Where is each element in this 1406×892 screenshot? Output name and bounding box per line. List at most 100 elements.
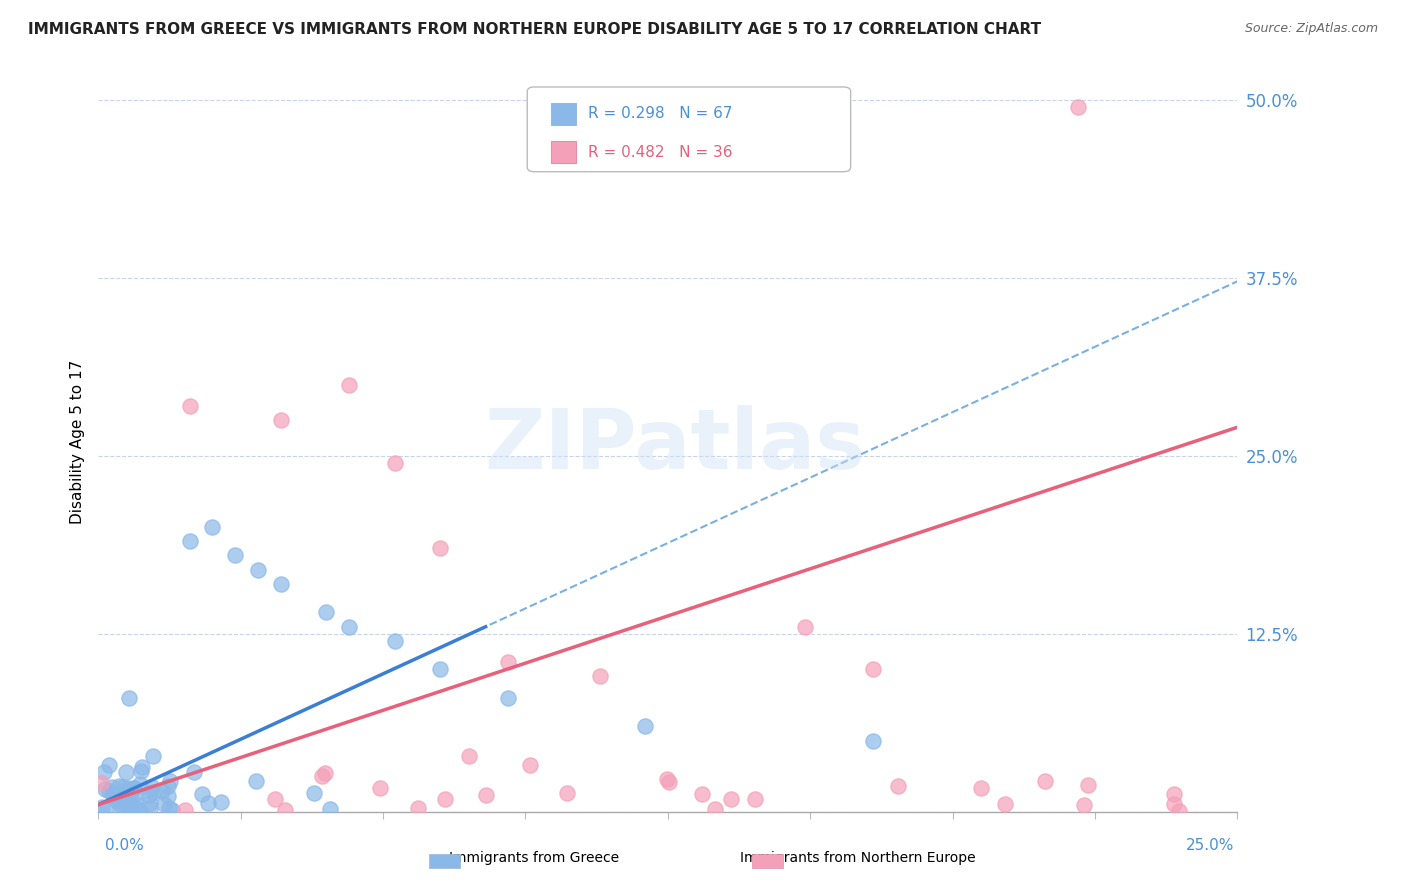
Point [720, 791, 742, 805]
Point [174, 803, 197, 817]
Point [201, 520, 224, 534]
Point [107, 794, 129, 808]
Point [101, 788, 124, 802]
Point [498, 690, 520, 705]
Point [124, 781, 146, 796]
Point [117, 798, 139, 813]
Point [793, 619, 815, 633]
Point [274, 803, 297, 817]
Point [141, 780, 163, 794]
Point [111, 780, 134, 794]
Point [131, 760, 153, 774]
Point [118, 690, 141, 705]
Point [117, 781, 139, 796]
Point [1077, 778, 1099, 792]
Point [108, 794, 131, 808]
Point [1073, 797, 1095, 812]
Point [108, 779, 131, 793]
Point [319, 802, 342, 816]
Point [311, 769, 333, 783]
Point [90, 776, 112, 790]
Point [1033, 773, 1056, 788]
Point [103, 789, 125, 804]
Point [124, 797, 146, 811]
Point [384, 456, 406, 470]
Point [474, 788, 496, 802]
Point [157, 801, 180, 815]
Point [142, 749, 165, 764]
Point [368, 781, 391, 796]
Point [429, 541, 451, 556]
Point [994, 797, 1017, 812]
Point [150, 784, 173, 798]
Point [519, 758, 541, 772]
Point [314, 765, 336, 780]
Point [588, 669, 610, 683]
Point [118, 795, 141, 809]
Point [498, 655, 520, 669]
Point [1163, 787, 1185, 801]
Point [139, 797, 162, 811]
Point [157, 780, 180, 794]
Point [115, 787, 138, 801]
Text: IMMIGRANTS FROM GREECE VS IMMIGRANTS FROM NORTHERN EUROPE DISABILITY AGE 5 TO 17: IMMIGRANTS FROM GREECE VS IMMIGRANTS FRO… [28, 22, 1042, 37]
Point [634, 719, 657, 733]
Text: 25.0%: 25.0% [1187, 838, 1234, 853]
Point [704, 802, 727, 816]
Point [384, 633, 406, 648]
Point [304, 786, 326, 800]
Text: 0.0%: 0.0% [105, 838, 145, 853]
Point [118, 798, 141, 813]
Point [270, 413, 292, 427]
Point [160, 803, 183, 817]
Point [658, 774, 681, 789]
Point [101, 780, 124, 795]
Text: Source: ZipAtlas.com: Source: ZipAtlas.com [1244, 22, 1378, 36]
Text: Immigrants from Greece: Immigrants from Greece [450, 851, 619, 865]
Point [94, 801, 117, 815]
Point [224, 549, 246, 563]
Point [90, 800, 112, 814]
Point [93, 765, 115, 780]
Y-axis label: Disability Age 5 to 17: Disability Age 5 to 17 [69, 359, 84, 524]
Point [337, 377, 360, 392]
Point [110, 794, 132, 808]
Point [98, 783, 121, 797]
Point [152, 797, 174, 811]
Point [429, 662, 451, 676]
Point [886, 779, 908, 793]
Point [118, 794, 141, 808]
Point [105, 793, 128, 807]
Point [156, 789, 179, 804]
Point [131, 764, 153, 778]
Point [183, 764, 205, 779]
Point [246, 563, 269, 577]
Text: ZIPatlas: ZIPatlas [485, 406, 865, 486]
Point [270, 577, 292, 591]
Point [179, 399, 201, 413]
Text: R = 0.482   N = 36: R = 0.482 N = 36 [588, 145, 733, 160]
Point [969, 781, 991, 796]
Text: Immigrants from Northern Europe: Immigrants from Northern Europe [740, 851, 976, 865]
Point [655, 772, 678, 787]
Point [118, 804, 141, 818]
Point [129, 805, 152, 819]
Point [159, 773, 181, 788]
Point [1163, 797, 1185, 811]
Point [142, 785, 165, 799]
Point [315, 606, 337, 620]
Point [138, 788, 160, 802]
Point [692, 787, 714, 801]
Point [114, 765, 136, 780]
Point [110, 803, 132, 817]
Point [197, 796, 219, 810]
Point [191, 788, 214, 802]
Point [245, 774, 267, 789]
Point [94, 781, 117, 796]
Point [433, 792, 456, 806]
Point [457, 748, 479, 763]
Point [122, 780, 145, 795]
Point [1168, 804, 1191, 818]
Point [98, 758, 121, 772]
Point [862, 733, 884, 747]
